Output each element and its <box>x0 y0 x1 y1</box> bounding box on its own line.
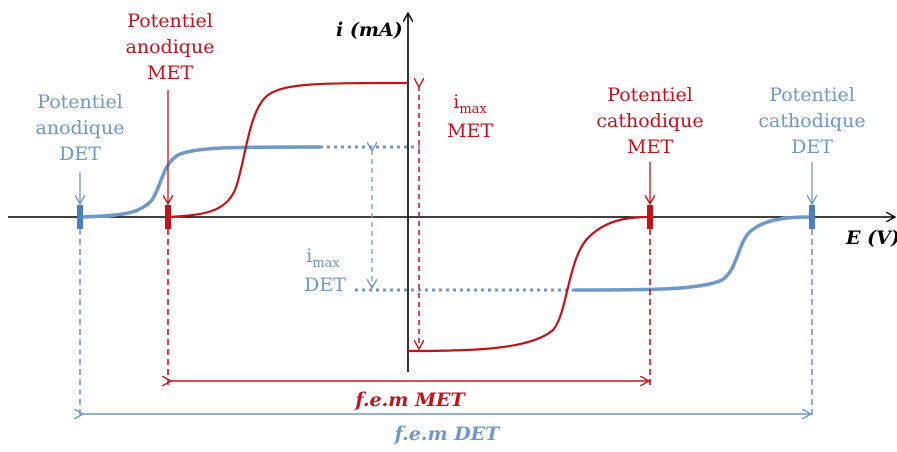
imax-met-label: imax MET <box>447 91 493 142</box>
met-cathodic-marker <box>647 205 653 229</box>
svg-text:MET: MET <box>627 136 673 158</box>
met-anodic-curve <box>167 81 409 219</box>
det-anodic-marker <box>77 205 83 229</box>
svg-text:DET: DET <box>791 136 833 158</box>
svg-text:Potentiel: Potentiel <box>127 10 213 32</box>
det-cathodic-label: Potentiel cathodique DET <box>758 84 865 158</box>
svg-text:Potentiel: Potentiel <box>769 84 855 106</box>
met-cathodic-curve <box>407 215 651 353</box>
svg-text:imax: imax <box>306 245 340 271</box>
met-anodic-marker <box>165 205 171 229</box>
svg-text:DET: DET <box>59 143 101 165</box>
svg-text:cathodique: cathodique <box>596 110 703 132</box>
fem-met-label: f.e.m MET <box>353 389 466 411</box>
svg-text:MET: MET <box>147 62 193 84</box>
svg-text:anodique: anodique <box>36 117 125 139</box>
met-anodic-label: Potentiel anodique MET <box>126 10 215 84</box>
y-axis-label: i (mA) <box>336 19 403 41</box>
svg-text:imax: imax <box>453 91 487 117</box>
svg-text:anodique: anodique <box>126 36 215 58</box>
det-anodic-curve <box>79 145 321 219</box>
det-cathodic-marker <box>809 205 815 229</box>
det-anodic-label: Potentiel anodique DET <box>36 91 125 165</box>
fem-det-label: f.e.m DET <box>393 423 501 445</box>
svg-text:MET: MET <box>447 120 493 142</box>
svg-text:DET: DET <box>304 274 346 296</box>
svg-text:cathodique: cathodique <box>758 110 865 132</box>
svg-text:Potentiel: Potentiel <box>607 84 693 106</box>
svg-text:Potentiel: Potentiel <box>37 91 123 113</box>
imax-det-label: imax DET <box>304 245 346 296</box>
x-axis-label: E (V) <box>845 227 897 249</box>
det-cathodic-curve <box>574 215 813 292</box>
met-cathodic-label: Potentiel cathodique MET <box>596 84 703 158</box>
